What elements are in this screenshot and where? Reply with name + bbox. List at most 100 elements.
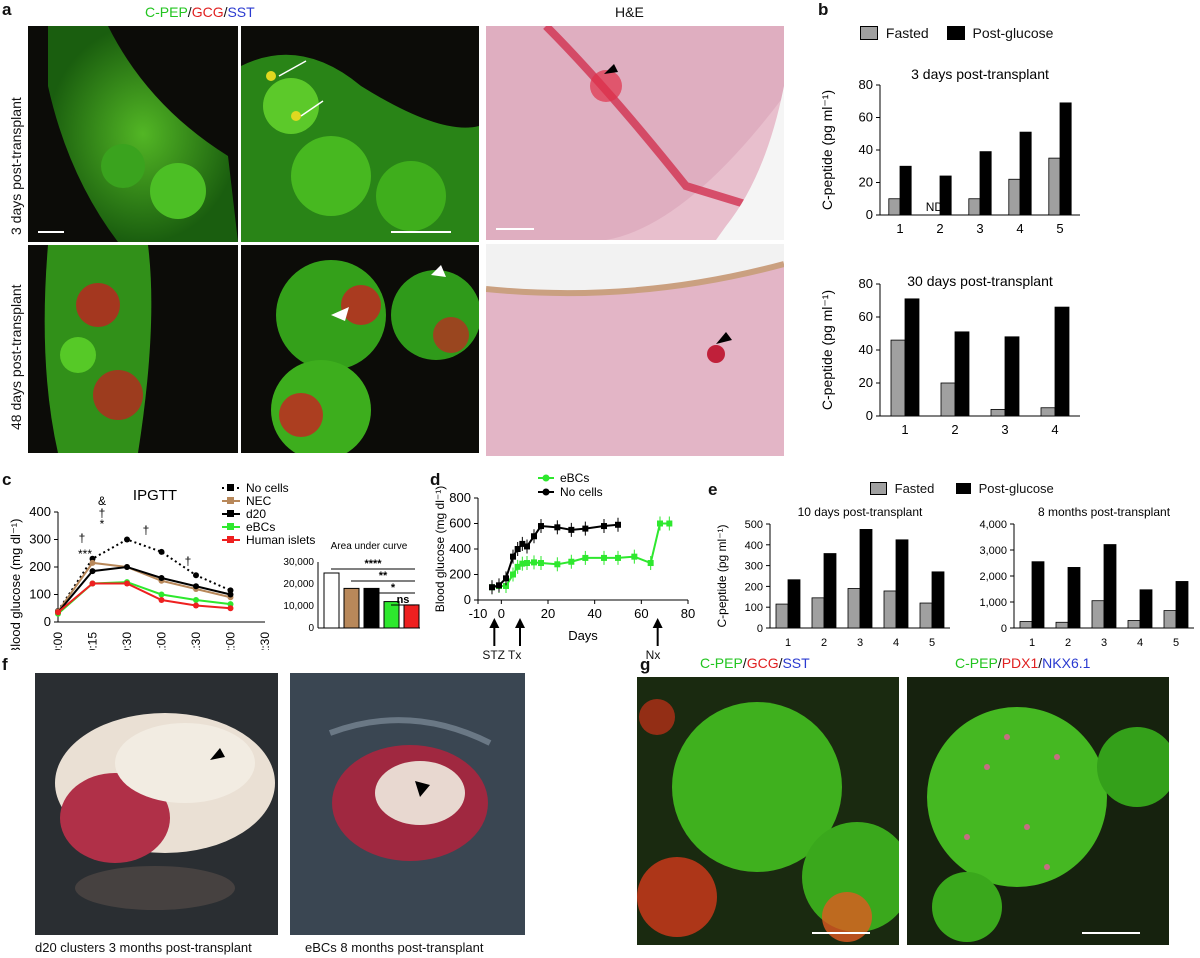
data-point bbox=[124, 564, 130, 570]
bar-post-glucose bbox=[1031, 561, 1045, 629]
x-tick-label: 40 bbox=[587, 606, 601, 621]
data-point bbox=[158, 591, 165, 598]
x-tick-label: 1 bbox=[1029, 637, 1035, 649]
y-tick-label: 200 bbox=[29, 559, 51, 574]
bar-fasted bbox=[888, 198, 901, 216]
bar-post-glucose bbox=[859, 529, 873, 629]
legend-marker bbox=[227, 536, 234, 543]
auc-title: Area under curve bbox=[331, 541, 408, 552]
x-tick-label: 5 bbox=[1056, 221, 1063, 236]
data-point bbox=[519, 540, 526, 547]
bar-post-glucose bbox=[899, 165, 912, 216]
stain-pdx1: PDX1 bbox=[1001, 655, 1039, 671]
stain-nkx61: NKX6.1 bbox=[1042, 655, 1091, 671]
data-point bbox=[514, 546, 521, 552]
bar-post-glucose bbox=[931, 571, 945, 629]
significance-mark: ** bbox=[379, 570, 388, 582]
data-point bbox=[124, 536, 130, 543]
data-point bbox=[582, 554, 589, 561]
row-label-3days: 3 days post-transplant bbox=[8, 97, 24, 235]
chart-b-bottom: 0 20 40 60 80 1 2 3 4 30 days post-transplant C-pe… bbox=[819, 273, 1080, 437]
y-tick-label: 200 bbox=[745, 581, 763, 593]
scale-bar bbox=[496, 228, 534, 230]
data-point bbox=[538, 523, 544, 530]
data-point bbox=[568, 558, 575, 565]
y-axis-label: C-peptide (pg ml⁻¹) bbox=[819, 290, 835, 410]
legend-label: NEC bbox=[246, 494, 272, 508]
data-point bbox=[601, 554, 607, 561]
data-point bbox=[227, 587, 234, 594]
photo-ebcs bbox=[290, 673, 525, 935]
bar-post-glucose bbox=[1054, 306, 1070, 417]
series-line-nec bbox=[57, 561, 231, 613]
x-tick-label: 0:15 bbox=[86, 632, 100, 650]
panel-label-e: e bbox=[708, 480, 718, 499]
data-point bbox=[568, 526, 575, 533]
chart-title: 3 days post-transplant bbox=[911, 66, 1049, 82]
legend-swatch-fasted bbox=[870, 482, 887, 496]
data-point bbox=[554, 524, 561, 531]
data-point bbox=[227, 601, 234, 608]
panel-label-b: b bbox=[818, 0, 829, 19]
y-tick-label: 600 bbox=[449, 516, 471, 531]
bar-fasted bbox=[919, 602, 933, 629]
x-tick-label: 1 bbox=[896, 221, 903, 236]
y-tick-label: 20 bbox=[859, 175, 873, 190]
event-label: Tx bbox=[508, 648, 522, 662]
x-tick-label: 1:00 bbox=[155, 632, 169, 650]
auc-y-tick-label: 10,000 bbox=[283, 601, 314, 612]
scale-bar bbox=[812, 932, 870, 934]
x-tick-label: 60 bbox=[634, 606, 648, 621]
y-tick-label: 400 bbox=[449, 541, 471, 556]
y-axis-label: Blood glucose (mg dl⁻¹) bbox=[433, 486, 447, 612]
bar-post-glucose bbox=[1004, 336, 1020, 417]
data-point bbox=[503, 582, 509, 589]
y-tick-label: 0 bbox=[1001, 623, 1007, 635]
data-point bbox=[158, 575, 165, 581]
slash: / bbox=[1038, 655, 1043, 671]
y-tick-label: 2,000 bbox=[979, 571, 1007, 583]
bar-post-glucose bbox=[1059, 102, 1072, 216]
data-point bbox=[158, 597, 165, 603]
x-tick-label: 1 bbox=[785, 637, 791, 649]
chart-title: 30 days post-transplant bbox=[907, 273, 1053, 289]
data-point bbox=[496, 582, 502, 589]
fluorescence-image-48d-low bbox=[28, 245, 238, 453]
auc-bar bbox=[323, 572, 340, 629]
y-axis-label: Blood glucose (mg dl⁻¹) bbox=[8, 519, 23, 650]
legend-marker bbox=[542, 474, 550, 482]
x-tick-label: 3 bbox=[857, 637, 863, 649]
y-tick-label: 60 bbox=[859, 309, 873, 324]
stain-cpep: C-PEP bbox=[145, 4, 188, 20]
bar-fasted bbox=[1127, 620, 1141, 629]
y-tick-label: 500 bbox=[745, 519, 763, 531]
data-point bbox=[531, 533, 537, 540]
fluorescence-image-3d-high bbox=[241, 26, 479, 242]
series-line-d20 bbox=[57, 565, 231, 614]
y-tick-label: 0 bbox=[757, 623, 763, 635]
auc-bar bbox=[383, 601, 400, 629]
x-tick-label: 2 bbox=[936, 221, 943, 236]
y-tick-label: 300 bbox=[29, 532, 51, 547]
y-tick-label: 80 bbox=[859, 77, 873, 92]
data-point bbox=[503, 575, 509, 582]
event-arrowhead bbox=[652, 618, 663, 628]
data-point bbox=[89, 580, 96, 587]
stain-cpep: C-PEP bbox=[700, 655, 743, 671]
x-tick-label: 0:30 bbox=[120, 632, 134, 650]
chart-c: 0 100 200 300 400 0:00 0:15 0:30 1:00 1:30 2:00 2:3… bbox=[8, 481, 420, 650]
x-tick-label: 4 bbox=[1051, 422, 1058, 437]
legend-label: eBCs bbox=[560, 471, 589, 485]
bar-fasted bbox=[990, 408, 1006, 417]
data-point bbox=[89, 555, 96, 562]
bar-fasted bbox=[1048, 157, 1061, 216]
y-tick-label: 200 bbox=[449, 567, 471, 582]
panel-label-d: d bbox=[430, 470, 441, 489]
x-tick-label: -10 bbox=[469, 606, 488, 621]
y-axis-label: C-peptide (pg ml⁻¹) bbox=[715, 524, 729, 627]
fluorescence-image-3d-low bbox=[28, 26, 238, 242]
slash: / bbox=[223, 4, 228, 20]
y-tick-label: 400 bbox=[745, 540, 763, 552]
y-tick-label: 800 bbox=[449, 490, 471, 505]
x-tick-label: 1:30 bbox=[189, 632, 203, 650]
